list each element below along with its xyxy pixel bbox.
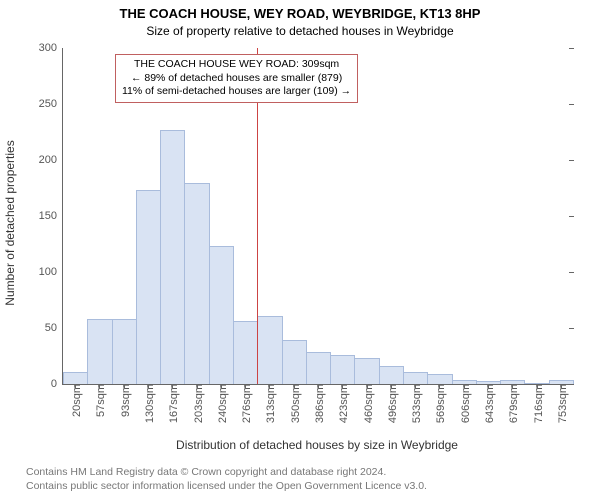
attribution-line-1: Contains HM Land Registry data © Crown c…: [26, 466, 427, 480]
annotation-box: THE COACH HOUSE WEY ROAD: 309sqm ← 89% o…: [115, 54, 358, 103]
x-tick-label: 496sqm: [383, 384, 399, 423]
histogram-bar: [282, 340, 307, 384]
x-tick-label: 350sqm: [286, 384, 302, 423]
x-axis-label: Distribution of detached houses by size …: [62, 438, 572, 452]
x-tick-label: 240sqm: [213, 384, 229, 423]
x-tick-label: 460sqm: [359, 384, 375, 423]
x-tick-label: 643sqm: [480, 384, 496, 423]
histogram-bar: [403, 372, 428, 384]
x-tick-label: 569sqm: [431, 384, 447, 423]
histogram-bar: [112, 319, 137, 384]
histogram-bar: [306, 352, 331, 384]
x-tick-label: 130sqm: [140, 384, 156, 423]
x-tick-label: 753sqm: [553, 384, 569, 423]
x-tick-label: 423sqm: [334, 384, 350, 423]
x-tick-label: 716sqm: [529, 384, 545, 423]
y-tick-label: 100: [39, 266, 63, 278]
chart-title-line2: Size of property relative to detached ho…: [0, 22, 600, 38]
chart-container: THE COACH HOUSE, WEY ROAD, WEYBRIDGE, KT…: [0, 0, 600, 500]
histogram-bar: [233, 321, 258, 384]
histogram-bar: [136, 190, 161, 384]
y-tick-label: 150: [39, 210, 63, 222]
attribution-text: Contains HM Land Registry data © Crown c…: [26, 466, 427, 493]
histogram-bar: [427, 374, 452, 384]
histogram-bar: [63, 372, 88, 384]
histogram-bar: [330, 355, 355, 384]
y-tick-label: 0: [51, 378, 63, 390]
histogram-bar: [354, 358, 379, 384]
x-tick-label: 203sqm: [189, 384, 205, 423]
annotation-line-1: THE COACH HOUSE WEY ROAD: 309sqm: [122, 58, 351, 72]
x-tick-label: 167sqm: [164, 384, 180, 423]
y-tick-label: 250: [39, 98, 63, 110]
histogram-bar: [257, 316, 282, 384]
annotation-line-3: 11% of semi-detached houses are larger (…: [122, 85, 351, 99]
chart-title-line1: THE COACH HOUSE, WEY ROAD, WEYBRIDGE, KT…: [0, 0, 600, 22]
attribution-line-2: Contains public sector information licen…: [26, 480, 427, 494]
x-tick-label: 533sqm: [407, 384, 423, 423]
histogram-bar: [379, 366, 404, 384]
x-tick-label: 276sqm: [237, 384, 253, 423]
y-axis-label: Number of detached properties: [3, 55, 17, 391]
histogram-bar: [87, 319, 112, 384]
x-tick-label: 679sqm: [504, 384, 520, 423]
x-tick-label: 313sqm: [261, 384, 277, 423]
y-tick-label: 200: [39, 154, 63, 166]
histogram-bar: [160, 130, 185, 384]
x-tick-label: 606sqm: [456, 384, 472, 423]
annotation-line-2: ← 89% of detached houses are smaller (87…: [122, 72, 351, 86]
histogram-bar: [209, 246, 234, 384]
y-tick-label: 300: [39, 42, 63, 54]
histogram-bar: [184, 183, 209, 384]
y-tick-label: 50: [45, 322, 63, 334]
x-tick-label: 386sqm: [310, 384, 326, 423]
